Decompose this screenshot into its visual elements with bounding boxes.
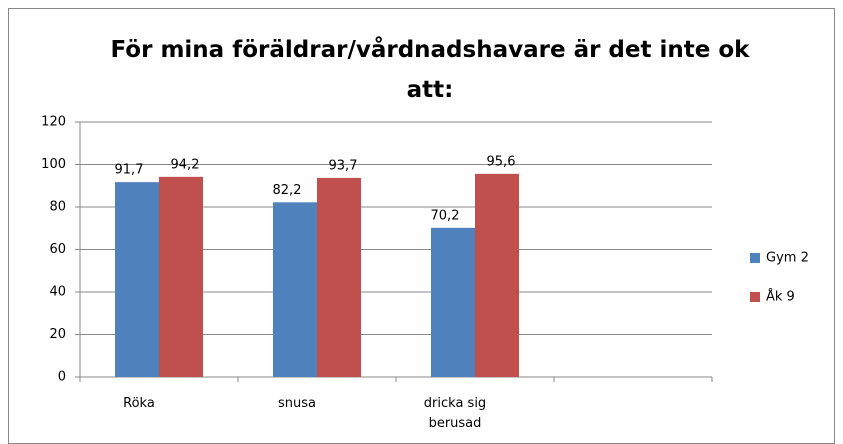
legend-label: Åk 9 — [766, 289, 795, 305]
x-tick-label: snusa — [278, 396, 316, 411]
chart-title: För mina föräldrar/vårdnadshavare är det… — [110, 37, 750, 103]
bar — [273, 202, 317, 377]
x-tick-label: dricka sig berusad — [423, 396, 487, 431]
y-tick-label: 80 — [49, 200, 66, 215]
y-tick-label: 60 — [49, 242, 66, 257]
y-tick-label: 20 — [49, 327, 66, 342]
y-tick-label: 120 — [41, 115, 66, 130]
bar — [115, 182, 159, 377]
bar — [317, 177, 361, 377]
bar — [431, 227, 475, 377]
bar — [475, 173, 519, 377]
bar — [159, 176, 203, 377]
y-tick-label: 100 — [41, 157, 66, 172]
data-label: 95,6 — [487, 154, 516, 169]
data-label: 93,7 — [329, 158, 358, 173]
data-label: 91,7 — [115, 163, 144, 178]
legend-swatch — [750, 292, 760, 302]
data-label: 94,2 — [171, 157, 200, 172]
y-tick-label: 0 — [58, 370, 66, 385]
data-label: 82,2 — [273, 183, 302, 198]
legend-label: Gym 2 — [766, 251, 809, 266]
y-tick-label: 40 — [49, 285, 66, 300]
legend-swatch — [750, 253, 760, 263]
data-label: 70,2 — [431, 208, 460, 223]
x-tick-label: Röka — [123, 396, 155, 411]
